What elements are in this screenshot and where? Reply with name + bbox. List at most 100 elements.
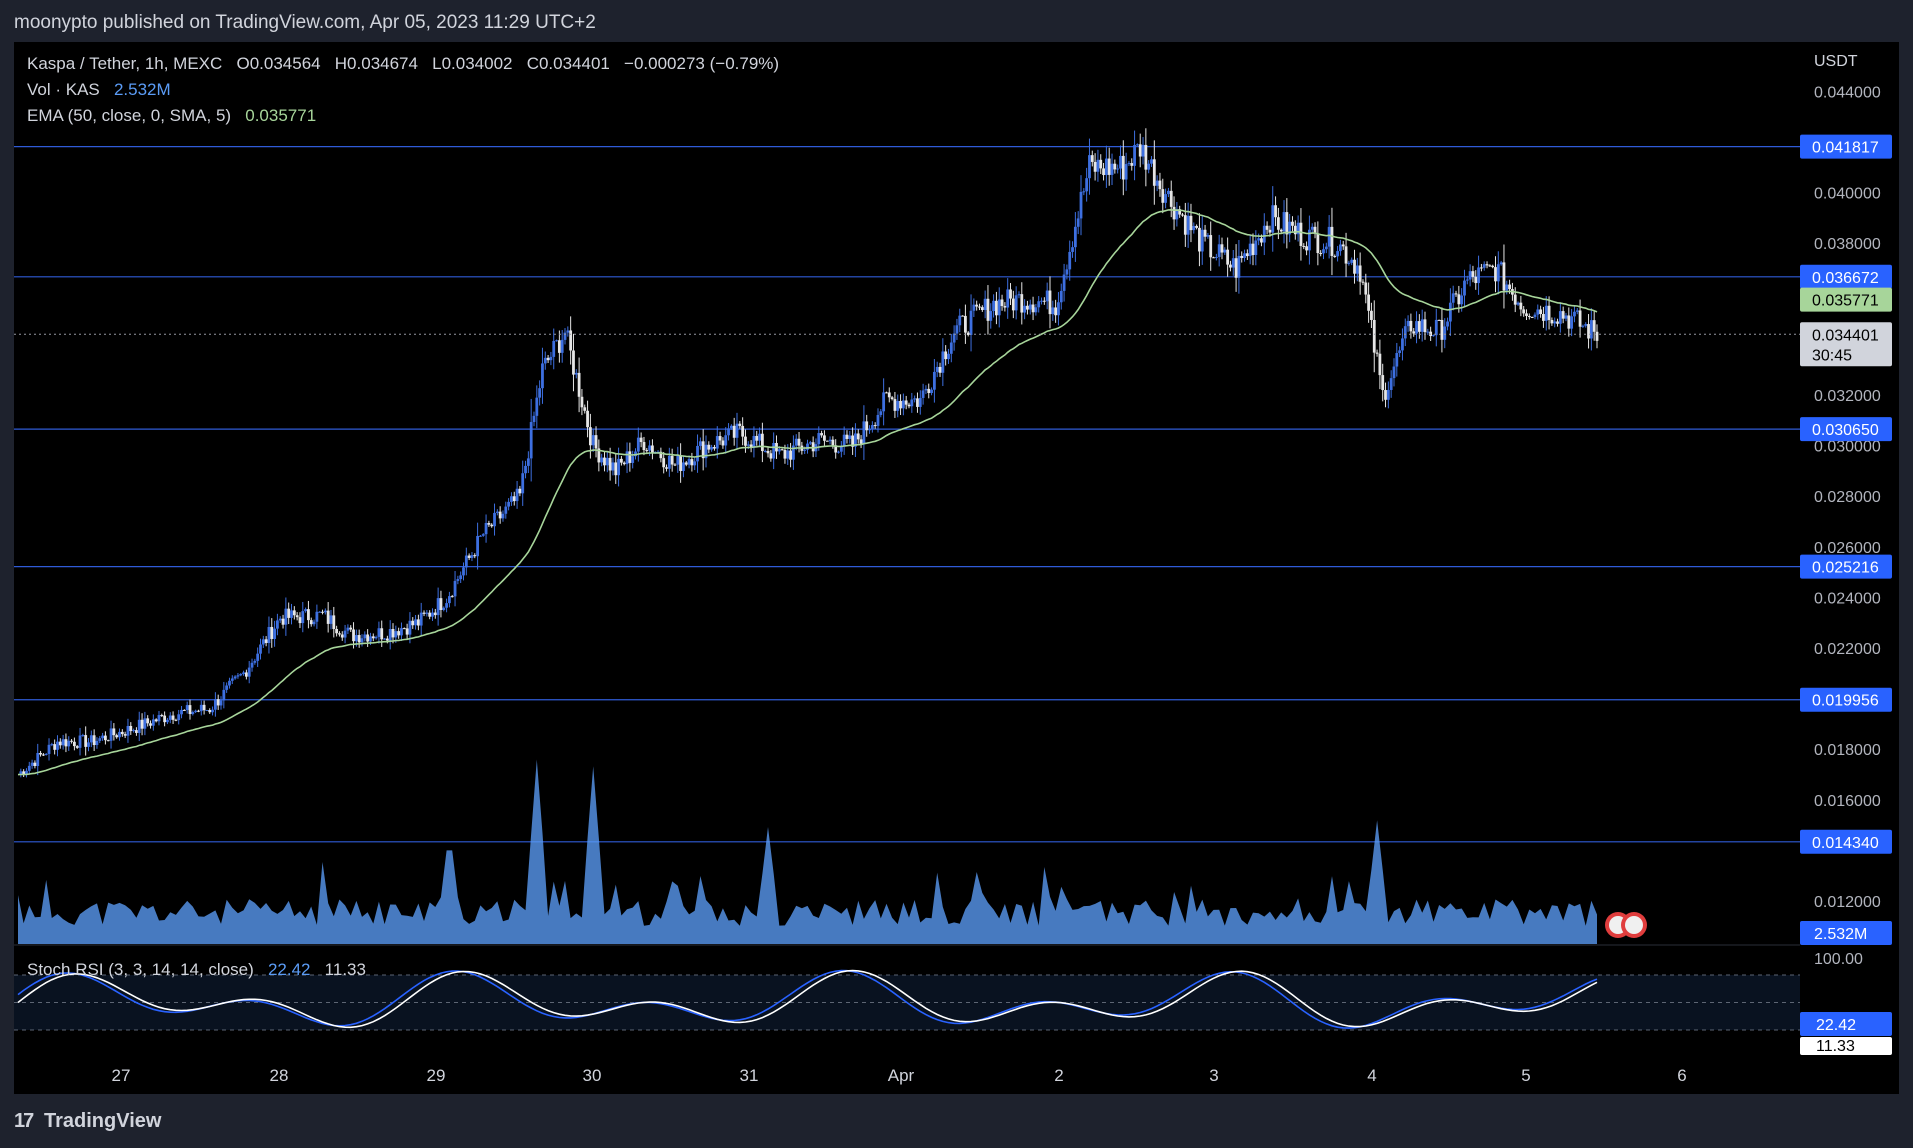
candle-body xyxy=(574,372,578,375)
candle-body xyxy=(81,735,85,737)
candle-body xyxy=(961,315,964,317)
candle-body xyxy=(1319,253,1323,255)
candle-body xyxy=(1220,244,1224,253)
candle-body xyxy=(918,397,922,407)
candle-body xyxy=(56,741,59,750)
y-tick-5: 0.028000 xyxy=(1814,489,1881,506)
candle-body xyxy=(1042,300,1046,302)
stoch-k-tag xyxy=(1800,1012,1892,1036)
candle-body xyxy=(247,667,251,677)
candle-body xyxy=(1167,190,1170,195)
candle-body xyxy=(1587,324,1590,339)
candle-body xyxy=(789,450,792,460)
candle-body xyxy=(1040,300,1043,302)
candle-body xyxy=(600,457,604,463)
candle-body xyxy=(233,676,237,679)
candle-body xyxy=(1071,247,1074,252)
candle-body xyxy=(572,350,575,375)
candle-body xyxy=(115,735,119,738)
candle-body xyxy=(1065,269,1069,275)
candle-body xyxy=(292,610,296,616)
candle-body xyxy=(1401,338,1404,351)
footer: 17 TradingView xyxy=(0,1094,1913,1148)
ema-tag-text: 0.035771 xyxy=(1812,293,1879,310)
symbol-title[interactable]: Kaspa / Tether, 1h, MEXC xyxy=(27,54,223,73)
candle-body xyxy=(470,555,474,558)
ema-label[interactable]: EMA (50, close, 0, SMA, 5) xyxy=(27,106,232,125)
level-tag-text-1: 0.036672 xyxy=(1812,270,1879,287)
candle-body xyxy=(870,425,874,429)
candle-body xyxy=(1443,326,1447,340)
candle-body xyxy=(1268,229,1272,233)
candle-body xyxy=(1124,164,1128,180)
ema-legend: EMA (50, close, 0, SMA, 5) 0.035771 xyxy=(27,106,316,126)
stoch-d-tag-text: 11.33 xyxy=(1816,1038,1855,1055)
candle-body xyxy=(769,453,773,459)
candle-body xyxy=(408,620,412,635)
candle-body xyxy=(323,610,327,613)
candle-body xyxy=(952,333,956,343)
candles xyxy=(19,128,1599,778)
candle-body xyxy=(729,425,733,429)
candle-body xyxy=(33,762,37,767)
candle-body xyxy=(129,725,133,732)
y-tick-8: 0.022000 xyxy=(1814,641,1881,658)
candle-body xyxy=(402,628,406,630)
candle-body xyxy=(1544,305,1548,321)
candle-body xyxy=(1592,320,1596,332)
candle-body xyxy=(1003,306,1007,308)
stoch-label[interactable]: Stoch RSI (3, 3, 14, 14, close) xyxy=(27,960,254,979)
candle-body xyxy=(980,307,984,310)
candle-body xyxy=(1116,168,1120,170)
candle-body xyxy=(1468,271,1472,280)
axis-currency: USDT xyxy=(1814,53,1858,70)
candle-body xyxy=(696,445,699,462)
candle-body xyxy=(1316,233,1320,254)
candle-body xyxy=(490,524,494,527)
volume-legend: Vol · KAS 2.532M xyxy=(27,80,171,100)
candle-body xyxy=(307,609,310,621)
candle-body xyxy=(916,398,919,407)
candle-body xyxy=(1499,262,1503,265)
candle-body xyxy=(1302,245,1306,247)
candle-body xyxy=(487,523,491,525)
ema-tag xyxy=(1800,287,1892,312)
candle-body xyxy=(1257,238,1261,241)
candle-body xyxy=(1240,255,1244,259)
candle-body xyxy=(1573,311,1576,317)
candle-body xyxy=(636,437,640,452)
candle-body xyxy=(1189,215,1193,231)
candle-body xyxy=(676,455,680,465)
candle-body xyxy=(648,445,651,451)
candle-body xyxy=(518,488,522,494)
volume-label[interactable]: Vol · KAS xyxy=(27,80,100,99)
stoch-d-value: 11.33 xyxy=(324,960,366,979)
candle-body xyxy=(1285,212,1289,235)
candle-body xyxy=(479,535,482,537)
candle-body xyxy=(715,436,719,449)
candle-body xyxy=(1172,206,1176,220)
candle-body xyxy=(701,441,705,459)
tradingview-logo-icon: 17 xyxy=(14,1110,34,1132)
candle-body xyxy=(744,436,747,446)
candle-body xyxy=(295,615,299,618)
candle-body xyxy=(1023,305,1027,313)
candle-body xyxy=(1279,229,1283,232)
candle-body xyxy=(1471,271,1475,277)
candle-body xyxy=(1485,264,1489,266)
tradingview-logo[interactable]: 17 TradingView xyxy=(14,1110,161,1133)
candle-body xyxy=(484,523,488,535)
candle-body xyxy=(1558,311,1562,324)
candle-body xyxy=(1575,310,1579,312)
candle-body xyxy=(727,428,730,436)
candle-body xyxy=(704,444,708,459)
candle-body xyxy=(1491,265,1495,268)
candle-body xyxy=(47,744,51,754)
candle-body xyxy=(1564,315,1568,319)
candle-body xyxy=(346,627,350,631)
candle-body xyxy=(1186,215,1190,235)
candle-body xyxy=(146,718,150,724)
candle-body xyxy=(1164,194,1167,203)
candle-body xyxy=(972,304,976,311)
